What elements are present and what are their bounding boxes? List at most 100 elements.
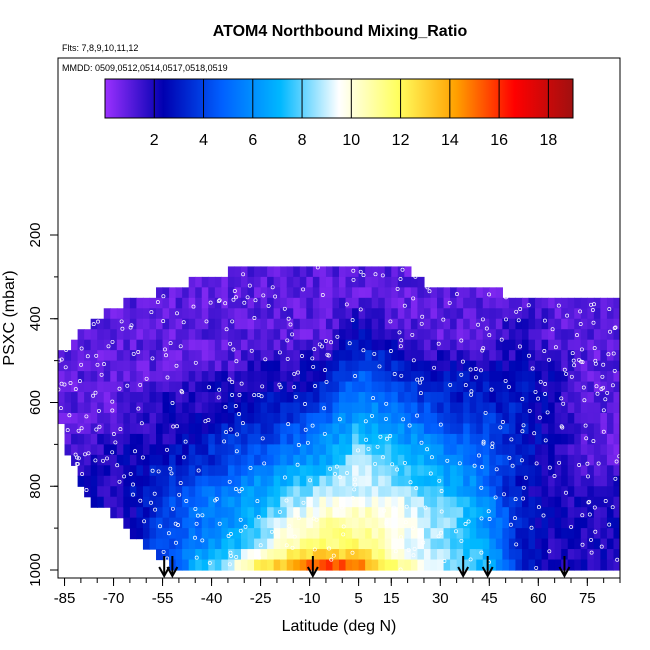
heatmap-cell	[260, 266, 268, 278]
heatmap-cell	[175, 528, 183, 540]
heatmap-cell	[561, 444, 569, 456]
heatmap-cell	[397, 486, 405, 498]
heatmap-cell	[476, 507, 484, 519]
heatmap-cell	[384, 475, 392, 487]
heatmap-cell	[528, 507, 536, 519]
sample-point	[399, 338, 404, 343]
sample-point	[196, 468, 201, 473]
heatmap-cell	[90, 423, 98, 435]
heatmap-cell	[319, 266, 327, 278]
heatmap-cell	[234, 360, 242, 372]
heatmap-cell	[247, 297, 255, 309]
heatmap-cell	[64, 360, 72, 372]
heatmap-cell	[97, 339, 105, 351]
sample-point	[169, 471, 174, 476]
heatmap-cell	[423, 549, 432, 561]
heatmap-cell	[489, 381, 497, 393]
sample-point	[521, 485, 526, 490]
heatmap-cell	[306, 276, 314, 288]
sample-point	[593, 529, 598, 534]
heatmap-cell	[358, 329, 366, 341]
heatmap-cell	[234, 454, 242, 466]
heatmap-cell	[463, 329, 471, 341]
heatmap-cell	[365, 475, 373, 487]
sample-point	[533, 389, 538, 394]
heatmap-cell	[410, 549, 419, 561]
heatmap-cell	[149, 308, 157, 320]
heatmap-cell	[495, 412, 503, 425]
sample-point	[131, 351, 136, 356]
heatmap-cell	[110, 350, 118, 362]
heatmap-cell	[345, 549, 353, 561]
sample-point	[407, 423, 412, 428]
heatmap-cell	[240, 433, 249, 445]
heatmap-cell	[397, 528, 405, 540]
heatmap-cell	[77, 465, 85, 477]
heatmap-cell	[606, 465, 615, 477]
sample-point	[171, 424, 176, 429]
heatmap-cell	[162, 454, 170, 466]
heatmap-cell	[208, 360, 216, 372]
heatmap-cell	[339, 402, 347, 414]
heatmap-cell	[476, 517, 484, 529]
heatmap-cell	[221, 329, 229, 341]
sample-point	[207, 385, 211, 390]
heatmap-cell	[515, 433, 523, 445]
heatmap-cell	[267, 371, 275, 383]
heatmap-cell	[169, 360, 177, 372]
heatmap-cell	[280, 297, 288, 309]
heatmap-cell	[508, 423, 517, 435]
heatmap-cell	[214, 538, 222, 550]
heatmap-cell	[371, 308, 379, 320]
heatmap-cell	[149, 517, 157, 529]
heatmap-cell	[535, 329, 543, 341]
colorbar-tick-label: 14	[441, 132, 459, 149]
heatmap-cell	[554, 381, 562, 393]
heatmap-cell	[129, 465, 138, 477]
heatmap-cell	[580, 433, 588, 445]
heatmap-cell	[423, 350, 432, 362]
heatmap-cell	[358, 287, 366, 299]
heatmap-cell	[469, 549, 477, 561]
heatmap-cell	[417, 507, 425, 519]
heatmap-cell	[495, 538, 503, 550]
heatmap-cell	[378, 475, 386, 487]
heatmap-cell	[201, 402, 209, 414]
heatmap-cell	[214, 297, 222, 309]
heatmap-cell	[580, 528, 588, 540]
heatmap-cell	[254, 549, 262, 561]
heatmap-cell	[273, 297, 281, 309]
heatmap-cell	[182, 444, 190, 456]
heatmap-cell	[169, 402, 177, 414]
heatmap-cell	[149, 381, 157, 393]
heatmap-cell	[162, 475, 170, 487]
heatmap-cell	[450, 412, 458, 425]
heatmap-cell	[358, 465, 366, 477]
heatmap-cell	[587, 465, 595, 477]
heatmap-cell	[495, 339, 503, 351]
heatmap-cell	[97, 318, 105, 330]
heatmap-cell	[247, 507, 255, 519]
heatmap-cell	[443, 486, 451, 498]
sample-point	[131, 492, 135, 497]
heatmap-cell	[332, 402, 340, 414]
heatmap-cell	[397, 329, 405, 341]
heatmap-cell	[476, 308, 484, 320]
heatmap-cell	[58, 402, 66, 414]
heatmap-cell	[391, 360, 399, 372]
sample-point	[534, 565, 539, 570]
sample-point	[587, 512, 592, 517]
heatmap-cell	[254, 433, 262, 445]
heatmap-cell	[110, 360, 118, 372]
heatmap-cell	[410, 496, 419, 508]
heatmap-cell	[508, 559, 517, 571]
heatmap-cell	[489, 339, 497, 351]
sample-point	[273, 294, 278, 299]
heatmap-cell	[77, 412, 85, 425]
heatmap-cell	[273, 454, 281, 466]
heatmap-cell	[404, 329, 412, 341]
heatmap-cell	[306, 559, 314, 571]
heatmap-cell	[489, 329, 497, 341]
sample-point	[463, 383, 468, 388]
